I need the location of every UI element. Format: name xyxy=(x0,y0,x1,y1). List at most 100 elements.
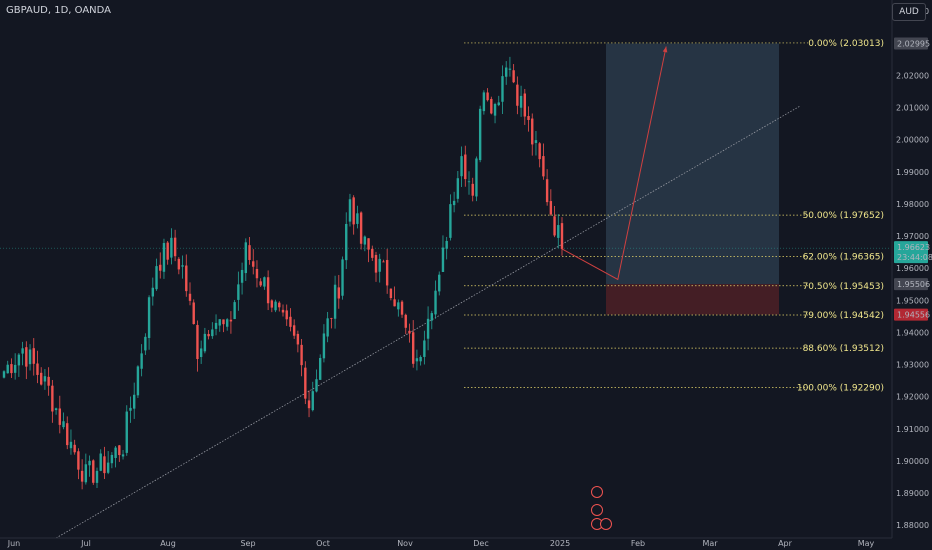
candle-body xyxy=(423,340,426,357)
candle-body xyxy=(319,357,322,380)
candle-body xyxy=(252,261,255,267)
candle-body xyxy=(281,309,285,313)
candle-body xyxy=(103,456,106,474)
candle-body xyxy=(170,237,173,258)
candle-body xyxy=(519,95,523,108)
x-tick-label: Mar xyxy=(702,539,718,548)
candle-body xyxy=(419,357,422,362)
candle-body xyxy=(207,333,210,337)
candle-body xyxy=(10,364,13,374)
candle-body xyxy=(322,333,326,359)
candle-body xyxy=(218,319,221,326)
price-tag-label: 2.02995 xyxy=(897,40,930,49)
y-tick-label: 1.93000 xyxy=(896,361,929,370)
symbol-title: GBPAUD, 1D, OANDA xyxy=(6,5,112,16)
candle-body xyxy=(374,254,378,273)
projection-path xyxy=(561,46,667,281)
y-tick-label: 1.98000 xyxy=(896,200,929,209)
candle-body xyxy=(501,76,504,102)
candle-body xyxy=(527,116,530,120)
candle-body xyxy=(452,200,456,206)
candle-body xyxy=(493,104,497,116)
candle-body xyxy=(467,181,471,183)
candle-body xyxy=(482,92,486,112)
x-tick-label: Aug xyxy=(160,539,176,548)
candle-body xyxy=(144,336,147,351)
candle-body xyxy=(404,314,407,328)
lightning-icon[interactable] xyxy=(591,486,603,498)
candle-body xyxy=(549,201,553,215)
currency-button[interactable]: AUD xyxy=(892,3,926,21)
candle-body xyxy=(266,277,270,304)
candle-body xyxy=(177,258,181,270)
candle-body xyxy=(54,408,58,411)
candle-body xyxy=(233,302,236,320)
candle-body xyxy=(441,247,445,272)
candle-body xyxy=(2,371,6,378)
candle-body xyxy=(389,288,393,299)
y-tick-label: 1.91000 xyxy=(896,425,929,434)
candle-body xyxy=(341,259,344,296)
x-tick-label: Dec xyxy=(473,539,488,548)
candle-body xyxy=(363,236,367,245)
candle-body xyxy=(352,197,355,225)
candle-body xyxy=(185,265,188,292)
candle-body xyxy=(516,84,519,106)
x-tick-label: Oct xyxy=(316,539,330,548)
candle-body xyxy=(415,358,419,362)
candle-body xyxy=(129,407,132,411)
y-tick-label: 1.90000 xyxy=(896,457,929,466)
candle-body xyxy=(196,324,199,360)
candle-body xyxy=(51,385,54,412)
candle-body xyxy=(464,154,467,180)
candle-body xyxy=(523,93,526,117)
candle-body xyxy=(531,118,534,145)
candle-body xyxy=(36,363,39,375)
candle-body xyxy=(512,70,515,83)
candle-body xyxy=(214,322,218,329)
candle-body xyxy=(311,391,314,411)
candle-body xyxy=(188,293,192,301)
fib-label: 79.00% (1.94542) xyxy=(803,311,884,321)
candle-body xyxy=(28,349,32,365)
candle-body xyxy=(244,242,247,274)
fib-label: 70.50% (1.95453) xyxy=(803,282,884,292)
candle-body xyxy=(371,248,374,258)
candle-body xyxy=(92,460,95,483)
candle-body xyxy=(307,400,311,409)
candle-body xyxy=(255,269,259,279)
candle-body xyxy=(110,454,114,464)
candle-body xyxy=(192,302,195,325)
y-tick-label: 2.00000 xyxy=(896,136,929,145)
price-tag xyxy=(894,37,928,50)
flag-icon[interactable] xyxy=(591,504,603,516)
candle-body xyxy=(166,242,169,260)
candle-body xyxy=(58,408,61,425)
candle-body xyxy=(155,266,158,290)
candle-body xyxy=(534,140,538,143)
candle-body xyxy=(505,67,508,77)
y-tick-label: 1.88000 xyxy=(896,521,929,530)
candle-body xyxy=(478,108,482,161)
x-tick-label: Nov xyxy=(397,539,413,548)
candle-body xyxy=(222,319,225,325)
stop-zone xyxy=(606,284,779,315)
candle-body xyxy=(47,376,50,386)
candle-body xyxy=(259,281,262,286)
candle-body xyxy=(226,319,229,327)
candle-body xyxy=(32,348,35,364)
candle-body xyxy=(17,354,21,366)
candle-body xyxy=(211,329,214,337)
candle-body xyxy=(248,245,251,260)
calendar-icon[interactable] xyxy=(600,518,612,530)
x-tick-label: Apr xyxy=(778,539,793,548)
candle-body xyxy=(460,156,463,177)
candle-body xyxy=(542,156,545,177)
candle-body xyxy=(345,223,348,261)
candle-body xyxy=(337,287,340,299)
arrow-head xyxy=(662,46,668,53)
y-tick-label: 1.94000 xyxy=(896,328,929,337)
candle-body xyxy=(159,264,162,271)
candle-body xyxy=(140,353,143,369)
